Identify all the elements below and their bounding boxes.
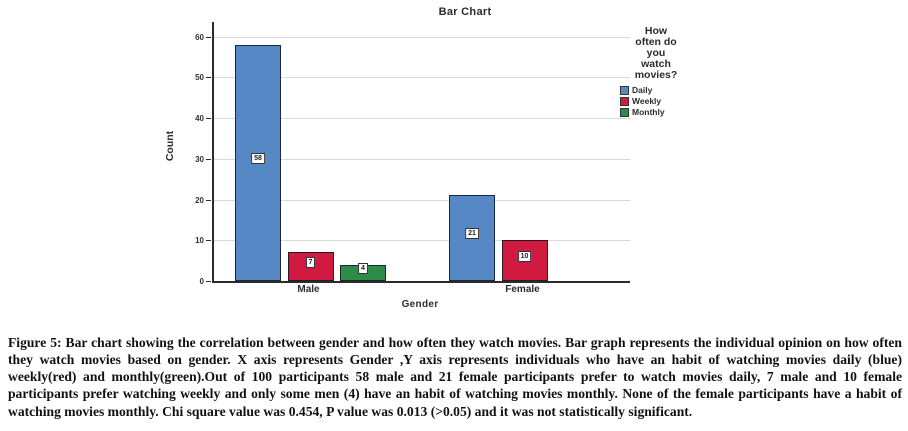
weekly-swatch-icon — [620, 96, 629, 106]
gridline — [214, 36, 630, 38]
legend-entry-label: Monthly — [632, 107, 665, 117]
daily-swatch-icon — [620, 85, 629, 95]
y-tick-mark — [206, 199, 211, 201]
y-tick-label: 30 — [195, 154, 204, 164]
bar-value-label: 7 — [305, 256, 316, 268]
bar-value-label: 10 — [517, 250, 532, 262]
y-tick-label: 40 — [195, 114, 204, 123]
gridline — [214, 118, 630, 119]
y-tick-label: 0 — [199, 277, 204, 286]
chart-title: Bar Chart — [438, 6, 492, 18]
y-tick-mark — [206, 36, 211, 38]
gridline — [214, 240, 630, 242]
gridline — [214, 199, 630, 201]
bar-value-label: 21 — [465, 228, 479, 240]
gridline — [214, 158, 630, 160]
gridline — [214, 77, 630, 79]
bar-value-label: 4 — [358, 262, 368, 274]
legend-title-line: you — [646, 47, 666, 59]
legend-entry-monthly: Monthly — [620, 107, 706, 117]
legend-entry-label: Daily — [632, 85, 653, 95]
legend: How often do you watch movies? Daily Weekly Mo… — [606, 26, 706, 118]
legend-title-line: often do — [635, 36, 677, 48]
bar-value-label: 58 — [251, 152, 265, 164]
legend-entry-weekly: Weekly — [620, 96, 706, 106]
legend-entry-label: Weekly — [632, 96, 662, 106]
x-axis-label: Gender — [401, 299, 439, 310]
y-tick-mark — [206, 77, 211, 79]
bar-chart-figure: Bar Chart Count 58 21 7 10 4 0 10 20 30 40 50 60 M… — [164, 6, 706, 310]
y-tick-mark — [206, 281, 211, 282]
legend-entry-daily: Daily — [620, 85, 706, 95]
legend-title: How often do you watch movies? — [606, 26, 706, 81]
y-axis-label: Count — [164, 130, 176, 162]
y-tick-mark — [206, 158, 211, 160]
y-tick-mark — [206, 118, 211, 119]
category-label-male: Male — [297, 284, 320, 295]
legend-entries: Daily Weekly Monthly — [606, 85, 706, 117]
y-tick-label: 20 — [195, 195, 204, 205]
y-tick-label: 60 — [195, 32, 204, 42]
monthly-swatch-icon — [620, 107, 629, 117]
legend-title-line: movies? — [634, 69, 678, 81]
figure-caption: Figure 5: Bar chart showing the correlat… — [8, 334, 902, 419]
y-tick-mark — [206, 240, 211, 242]
y-tick-label: 10 — [195, 236, 204, 246]
bar-female-daily — [449, 195, 495, 281]
legend-title-line: watch — [641, 58, 671, 70]
y-tick-label: 50 — [195, 73, 204, 83]
category-label-female: Female — [505, 284, 540, 295]
plot-area: 58 21 7 10 4 — [212, 22, 630, 283]
legend-title-line: How — [644, 25, 668, 37]
